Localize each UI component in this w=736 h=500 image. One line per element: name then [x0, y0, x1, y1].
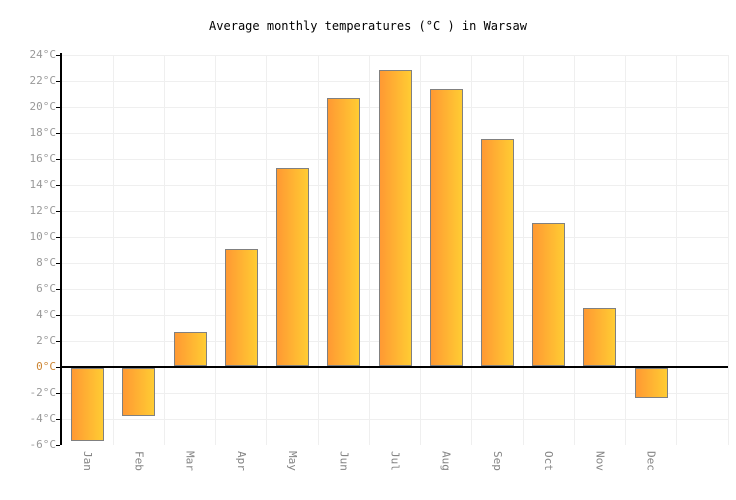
y-axis-label: 0°C	[36, 360, 56, 373]
v-gridline	[420, 55, 422, 445]
temp-bar	[327, 98, 361, 366]
temp-bar	[224, 249, 258, 366]
month-label: Apr	[234, 451, 248, 471]
v-gridline	[522, 55, 524, 445]
y-axis-label: 24°C	[29, 48, 57, 61]
y-axis-label: 6°C	[36, 282, 56, 295]
temp-bar	[480, 138, 514, 366]
v-gridline	[573, 55, 575, 445]
month-label: Mar	[183, 451, 197, 471]
y-axis-label: 8°C	[36, 256, 56, 269]
month-label: Feb	[132, 451, 146, 471]
y-axis-tick	[56, 340, 60, 342]
y-axis-label: 14°C	[29, 178, 57, 191]
chart-title: Average monthly temperatures (°C ) in Wa…	[209, 19, 527, 33]
temp-bar	[122, 368, 156, 417]
y-axis-label: -2°C	[29, 386, 57, 399]
y-axis-tick	[56, 314, 60, 316]
y-axis-tick	[56, 262, 60, 264]
month-label: Sep	[490, 451, 504, 471]
v-gridline	[215, 55, 217, 445]
y-axis-tick	[56, 392, 60, 394]
v-gridline	[368, 55, 370, 445]
month-label: May	[286, 451, 300, 471]
y-axis-label: 18°C	[29, 126, 57, 139]
y-axis-tick	[56, 132, 60, 134]
month-label: Nov	[593, 451, 607, 471]
temp-bar	[71, 368, 105, 441]
y-axis-label: 22°C	[29, 74, 57, 87]
v-gridline	[163, 55, 165, 445]
y-axis-label: 12°C	[29, 204, 57, 217]
h-gridline	[62, 55, 728, 56]
month-label: Aug	[439, 451, 453, 471]
month-label: Jul	[388, 451, 402, 471]
y-axis-label: 16°C	[29, 152, 57, 165]
v-gridline	[266, 55, 268, 445]
month-label: Jan	[81, 451, 95, 471]
y-axis-label: 20°C	[29, 100, 57, 113]
v-gridline	[112, 55, 114, 445]
y-axis-label: 10°C	[29, 230, 57, 243]
temp-bar	[532, 223, 566, 366]
h-gridline	[62, 419, 728, 420]
y-axis-line	[60, 53, 62, 445]
temp-bar	[276, 168, 310, 366]
v-gridline	[676, 55, 678, 445]
temp-bar	[378, 69, 412, 366]
y-axis-tick	[56, 288, 60, 290]
zero-line	[62, 366, 728, 368]
y-axis-label: 2°C	[36, 334, 56, 347]
y-axis-tick	[56, 366, 60, 368]
v-gridline	[317, 55, 319, 445]
y-axis-tick	[56, 444, 60, 446]
temp-bar	[429, 89, 463, 366]
y-axis-tick	[56, 158, 60, 160]
y-axis-tick	[56, 236, 60, 238]
temp-bar	[173, 332, 207, 366]
y-axis-tick	[56, 184, 60, 186]
month-label: Dec	[644, 451, 658, 471]
y-axis-tick	[56, 80, 60, 82]
y-axis-tick	[56, 54, 60, 56]
y-axis-tick	[56, 106, 60, 108]
y-axis-tick	[56, 210, 60, 212]
y-axis-label: -4°C	[29, 412, 57, 425]
h-gridline	[62, 393, 728, 394]
v-gridline	[727, 55, 729, 445]
y-axis-tick	[56, 418, 60, 420]
y-axis-label: -6°C	[29, 438, 57, 451]
plot-area	[56, 53, 729, 446]
v-gridline	[471, 55, 473, 445]
temp-bar	[583, 307, 617, 366]
month-label: Oct	[542, 451, 556, 471]
temp-bar	[634, 368, 668, 398]
v-gridline	[625, 55, 627, 445]
month-label: Jun	[337, 451, 351, 471]
y-axis-label: 4°C	[36, 308, 56, 321]
